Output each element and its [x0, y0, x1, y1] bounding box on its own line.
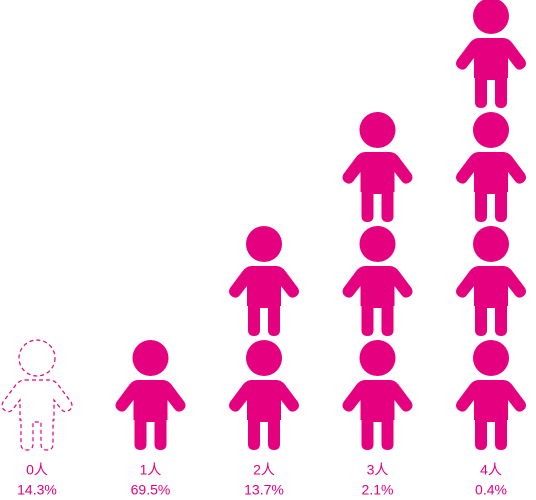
- person-body: [342, 266, 413, 336]
- value-label: 2.1%: [362, 482, 394, 498]
- person-head: [246, 340, 282, 376]
- person-body: [342, 152, 413, 222]
- person-body: [456, 38, 526, 108]
- value-label: 13.7%: [244, 482, 284, 498]
- person-icon: [342, 340, 413, 450]
- person-icon: [456, 226, 526, 336]
- person-body: [342, 380, 413, 450]
- person-head: [473, 226, 509, 262]
- category-label: 4人: [480, 462, 502, 478]
- person-icon: [1, 339, 73, 451]
- person-head: [18, 339, 56, 377]
- person-icon: [115, 340, 186, 450]
- person-body: [115, 380, 186, 450]
- person-body: [456, 380, 526, 450]
- person-icon: [456, 0, 526, 108]
- person-body: [229, 266, 299, 336]
- person-icon: [342, 226, 413, 336]
- person-icon: [342, 112, 413, 222]
- person-body: [1, 379, 73, 451]
- person-head: [132, 340, 169, 376]
- person-body: [229, 380, 299, 450]
- category-label: 3人: [367, 462, 389, 478]
- person-icon: [456, 112, 526, 222]
- category-label: 1人: [140, 462, 162, 478]
- person-body: [456, 152, 526, 222]
- value-label: 69.5%: [131, 482, 171, 498]
- person-head: [359, 226, 396, 262]
- value-label: 0.4%: [475, 482, 507, 498]
- person-head: [359, 112, 396, 148]
- person-body: [456, 266, 526, 336]
- person-icon: [229, 226, 299, 336]
- person-head: [473, 0, 509, 34]
- value-label: 14.3%: [17, 482, 57, 498]
- person-head: [473, 112, 509, 148]
- category-label: 2人: [253, 462, 275, 478]
- person-head: [359, 340, 396, 376]
- person-icon: [456, 340, 526, 450]
- category-label: 0人: [26, 462, 48, 478]
- person-head: [246, 226, 282, 262]
- person-head: [473, 340, 509, 376]
- person-icon: [229, 340, 299, 450]
